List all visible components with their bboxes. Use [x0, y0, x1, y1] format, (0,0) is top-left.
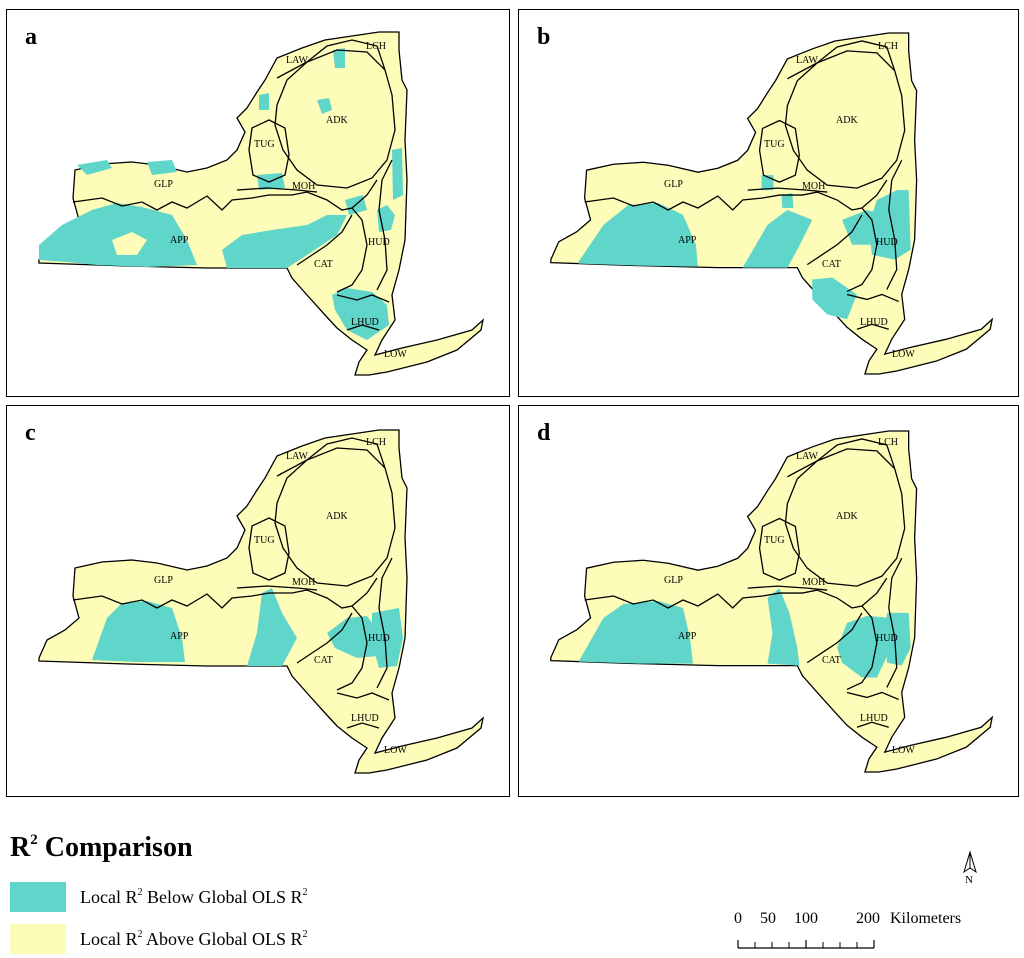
map-svg-b	[550, 32, 993, 375]
map-panel-d: d	[518, 405, 1019, 797]
region-labels-d: LCH LAW ADK TUG GLP MOH APP HUD CAT LHUD…	[518, 405, 1019, 797]
legend-item-below: Local R2 Below Global OLS R2	[10, 882, 307, 912]
map-svg-d	[550, 430, 993, 773]
legend-swatch-below	[10, 882, 66, 912]
label-lch: LCH	[878, 437, 898, 448]
label-moh: MOH	[292, 181, 316, 192]
legend-label-below: Local R2 Below Global OLS R2	[80, 886, 308, 907]
label-adk: ADK	[836, 511, 858, 522]
label-adk: ADK	[836, 115, 858, 126]
scale-unit: Kilometers	[890, 910, 962, 927]
label-lch: LCH	[366, 437, 386, 448]
label-low: LOW	[892, 745, 915, 756]
label-glp: GLP	[664, 575, 683, 586]
label-tug: TUG	[764, 139, 785, 150]
scale-tick-0: 0	[734, 910, 742, 927]
label-low: LOW	[892, 349, 915, 360]
legend-swatch-above	[10, 924, 66, 954]
label-law: LAW	[796, 55, 818, 66]
north-label: N	[965, 874, 973, 886]
label-glp: GLP	[154, 179, 173, 190]
label-moh: MOH	[802, 577, 826, 588]
label-app: APP	[170, 631, 189, 642]
map-panel-b: b	[518, 9, 1019, 397]
below-areas-d	[578, 588, 911, 678]
label-adk: ADK	[326, 511, 348, 522]
map-panel-c: c	[6, 405, 510, 797]
region-labels-c: LCH LAW ADK TUG GLP MOH APP HUD CAT LHUD…	[6, 405, 510, 797]
label-cat: CAT	[314, 259, 333, 270]
legend-label-above: Local R2 Above Global OLS R2	[80, 928, 308, 949]
label-lhud: LHUD	[351, 713, 379, 724]
label-low: LOW	[384, 745, 407, 756]
panel-letter-d: d	[537, 420, 551, 446]
label-law: LAW	[796, 451, 818, 462]
north-arrow-icon: N	[958, 850, 982, 894]
label-law: LAW	[286, 451, 308, 462]
panel-letter-c: c	[25, 420, 36, 446]
label-app: APP	[678, 235, 697, 246]
map-panel-a: a	[6, 9, 510, 397]
label-glp: GLP	[664, 179, 683, 190]
label-lch: LCH	[878, 41, 898, 52]
label-adk: ADK	[326, 115, 348, 126]
label-hud: HUD	[368, 237, 390, 248]
label-tug: TUG	[254, 535, 275, 546]
legend-title: R2 Comparison	[10, 832, 193, 863]
label-lhud: LHUD	[860, 317, 888, 328]
label-lhud: LHUD	[860, 713, 888, 724]
label-app: APP	[170, 235, 189, 246]
label-hud: HUD	[368, 633, 390, 644]
map-svg-a	[38, 31, 484, 376]
scale-bar-lines	[737, 940, 875, 949]
label-tug: TUG	[764, 535, 785, 546]
label-hud: HUD	[876, 237, 898, 248]
label-lch: LCH	[366, 41, 386, 52]
panel-letter-a: a	[25, 24, 37, 50]
scale-tick-50: 50	[760, 910, 776, 927]
label-tug: TUG	[254, 139, 275, 150]
region-labels-b: LCH LAW ADK TUG GLP MOH APP HUD CAT LHUD…	[518, 9, 1019, 397]
label-law: LAW	[286, 55, 308, 66]
legend-item-above: Local R2 Above Global OLS R2	[10, 924, 307, 954]
scale-tick-100: 100	[794, 910, 818, 927]
label-cat: CAT	[822, 655, 841, 666]
label-moh: MOH	[292, 577, 316, 588]
scale-tick-200: 200	[856, 910, 880, 927]
panel-letter-b: b	[537, 24, 551, 50]
below-areas-b	[578, 175, 911, 320]
label-hud: HUD	[876, 633, 898, 644]
label-cat: CAT	[314, 655, 333, 666]
label-glp: GLP	[154, 575, 173, 586]
label-lhud: LHUD	[351, 317, 379, 328]
label-cat: CAT	[822, 259, 841, 270]
label-app: APP	[678, 631, 697, 642]
scale-bar: 0 50 100 200 Kilometers	[734, 910, 994, 956]
label-moh: MOH	[802, 181, 826, 192]
label-low: LOW	[384, 349, 407, 360]
region-labels-a: LCH LAW ADK TUG GLP MOH APP HUD CAT LHUD…	[6, 9, 510, 397]
map-svg-c	[38, 429, 484, 774]
